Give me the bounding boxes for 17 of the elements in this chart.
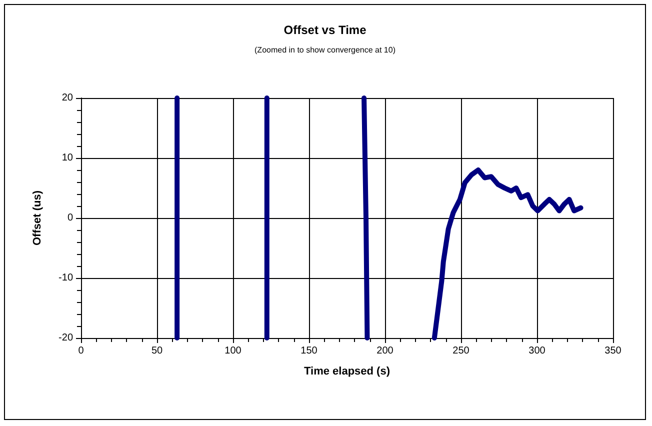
y-tick-label: -10 (58, 272, 74, 284)
y-axis-title: Offset (us) (32, 190, 44, 246)
x-tick-label: 50 (151, 346, 163, 356)
x-tick-label: 150 (300, 346, 318, 356)
x-tick-label: 100 (224, 346, 242, 356)
y-tick-label: 20 (62, 92, 74, 104)
x-tick-label: 0 (78, 346, 84, 356)
x-tick-label: 250 (452, 346, 470, 356)
chart-title: Offset vs Time (284, 23, 367, 37)
y-tick-label: -20 (58, 332, 74, 344)
x-tick-label: 350 (604, 346, 622, 356)
x-tick-label: 200 (376, 346, 394, 356)
y-tick-label: 10 (62, 152, 74, 164)
x-axis-title: Time elapsed (s) (304, 366, 390, 378)
y-tick-label: 0 (67, 212, 74, 224)
x-tick-label: 300 (528, 346, 546, 356)
chart-subtitle: (Zoomed in to show convergence at 10) (254, 46, 396, 54)
